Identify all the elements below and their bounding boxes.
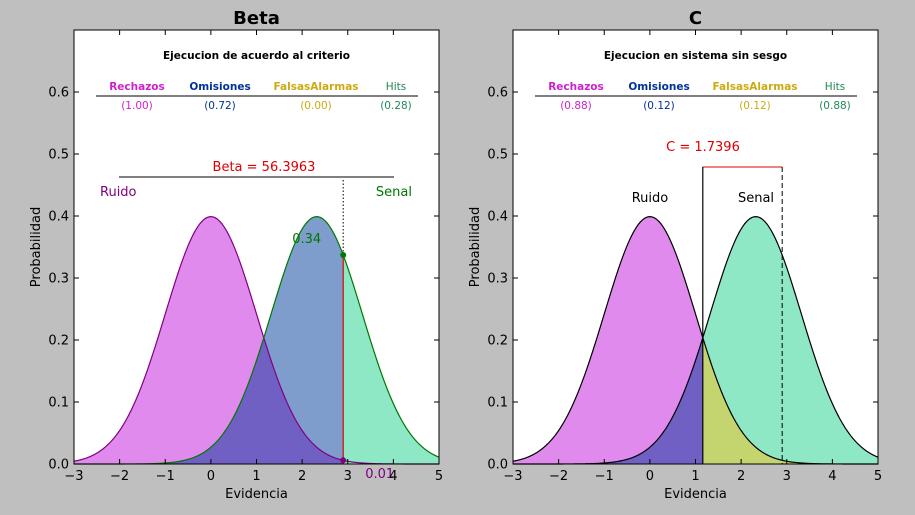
header-label-hits: Hits bbox=[386, 81, 406, 93]
x-tick-label: 1 bbox=[252, 469, 260, 484]
x-tick-label: 0 bbox=[207, 469, 215, 484]
header-label-falsasalarmas: FalsasAlarmas bbox=[273, 81, 358, 93]
signal-label: Senal bbox=[376, 185, 412, 200]
signal-area bbox=[74, 216, 439, 464]
x-tick-label: 1 bbox=[691, 469, 699, 484]
x-tick-label: 5 bbox=[874, 469, 882, 484]
x-tick-label: −1 bbox=[595, 469, 614, 484]
y-tick-label: 0.5 bbox=[487, 148, 508, 163]
noise-label: Ruido bbox=[100, 185, 137, 200]
signal-area bbox=[513, 216, 878, 464]
header-value-omisiones: (0.72) bbox=[204, 100, 236, 112]
panel-subtitle: Ejecucion de acuerdo al criterio bbox=[163, 50, 350, 62]
x-tick-label: 5 bbox=[435, 469, 443, 484]
header-value-falsasalarmas: (0.12) bbox=[739, 100, 771, 112]
c-label: C = 1.7396 bbox=[666, 140, 740, 155]
x-tick-label: 3 bbox=[344, 469, 352, 484]
x-tick-label: 4 bbox=[389, 469, 397, 484]
panel-title: C bbox=[689, 8, 702, 29]
signal-point-label: 0.34 bbox=[292, 232, 321, 247]
header-label-omisiones: Omisiones bbox=[628, 81, 689, 93]
panel-subtitle: Ejecucion en sistema sin sesgo bbox=[604, 50, 787, 62]
y-axis-label: Probabilidad bbox=[468, 207, 483, 287]
x-tick-label: −3 bbox=[64, 469, 83, 484]
y-tick-label: 0.2 bbox=[48, 334, 69, 349]
false-alarm-area bbox=[702, 337, 878, 464]
x-axis-label: Evidencia bbox=[225, 487, 288, 502]
signal-label: Senal bbox=[738, 191, 774, 206]
x-tick-label: 4 bbox=[828, 469, 836, 484]
x-tick-label: 2 bbox=[737, 469, 745, 484]
panel-title: Beta bbox=[233, 8, 280, 29]
beta-label: Beta = 56.3963 bbox=[213, 160, 316, 175]
y-axis-label: Probabilidad bbox=[29, 207, 44, 287]
y-tick-label: 0.5 bbox=[48, 148, 69, 163]
x-tick-label: 3 bbox=[783, 469, 791, 484]
header-label-hits: Hits bbox=[825, 81, 845, 93]
y-tick-label: 0.6 bbox=[48, 86, 69, 101]
noise-point bbox=[340, 457, 347, 464]
x-tick-label: −1 bbox=[156, 469, 175, 484]
y-tick-label: 0.3 bbox=[487, 272, 508, 287]
noise-point-label: 0.01 bbox=[365, 467, 394, 482]
y-tick-label: 0.0 bbox=[48, 458, 69, 473]
header-value-omisiones: (0.12) bbox=[643, 100, 675, 112]
c-panel: Ejecucion en sistema sin sesgo Rechazos (0… bbox=[468, 8, 882, 502]
y-tick-label: 0.2 bbox=[487, 334, 508, 349]
y-tick-label: 0.3 bbox=[48, 272, 69, 287]
y-tick-label: 0.1 bbox=[487, 396, 508, 411]
x-tick-label: −3 bbox=[503, 469, 522, 484]
x-tick-label: 0 bbox=[646, 469, 654, 484]
y-tick-label: 0.4 bbox=[487, 210, 508, 225]
y-tick-label: 0.4 bbox=[48, 210, 69, 225]
noise-area bbox=[513, 216, 878, 464]
x-tick-label: −2 bbox=[110, 469, 129, 484]
header-label-falsasalarmas: FalsasAlarmas bbox=[712, 81, 797, 93]
header-value-hits: (0.28) bbox=[380, 100, 412, 112]
header-value-falsasalarmas: (0.00) bbox=[300, 100, 332, 112]
y-tick-label: 0.0 bbox=[487, 458, 508, 473]
x-tick-label: −2 bbox=[549, 469, 568, 484]
noise-label: Ruido bbox=[632, 191, 669, 206]
header-label-rechazos: Rechazos bbox=[109, 81, 165, 93]
beta-panel: Ejecucion de acuerdo al criterio Rechazos… bbox=[29, 8, 443, 502]
noise-area bbox=[74, 216, 439, 464]
x-axis-label: Evidencia bbox=[664, 487, 727, 502]
x-tick-label: 2 bbox=[298, 469, 306, 484]
header-label-rechazos: Rechazos bbox=[548, 81, 604, 93]
signal-point bbox=[340, 251, 347, 258]
header-value-rechazos: (0.88) bbox=[560, 100, 592, 112]
header-label-omisiones: Omisiones bbox=[189, 81, 250, 93]
header-value-rechazos: (1.00) bbox=[121, 100, 153, 112]
overlap-area bbox=[513, 337, 703, 464]
overlap-area bbox=[74, 338, 344, 464]
y-tick-label: 0.6 bbox=[487, 86, 508, 101]
header-value-hits: (0.88) bbox=[819, 100, 851, 112]
y-tick-label: 0.1 bbox=[48, 396, 69, 411]
